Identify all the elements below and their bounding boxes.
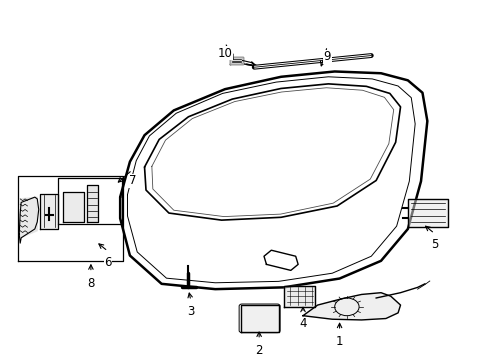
Text: 8: 8 bbox=[87, 277, 94, 290]
Text: 1: 1 bbox=[335, 335, 343, 348]
Text: 7: 7 bbox=[128, 174, 136, 187]
Polygon shape bbox=[303, 293, 400, 320]
Polygon shape bbox=[240, 305, 278, 332]
Polygon shape bbox=[87, 185, 98, 222]
Text: 4: 4 bbox=[299, 318, 306, 330]
Text: 9: 9 bbox=[323, 50, 330, 63]
Text: 3: 3 bbox=[187, 305, 194, 318]
Polygon shape bbox=[284, 285, 315, 307]
Text: 10: 10 bbox=[217, 47, 232, 60]
Text: 5: 5 bbox=[430, 238, 437, 251]
Text: 2: 2 bbox=[255, 344, 263, 357]
Polygon shape bbox=[40, 194, 58, 229]
Polygon shape bbox=[407, 199, 447, 227]
Polygon shape bbox=[20, 197, 37, 238]
Polygon shape bbox=[229, 57, 242, 64]
Text: 6: 6 bbox=[104, 256, 111, 269]
Polygon shape bbox=[63, 192, 83, 222]
